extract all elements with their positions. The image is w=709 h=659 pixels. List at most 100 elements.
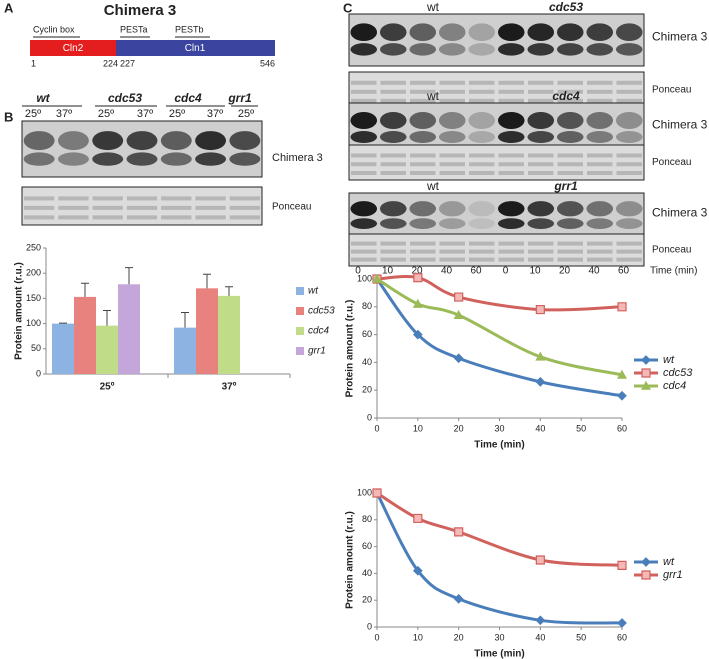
band (160, 152, 192, 166)
x-tick-label: 50 (576, 632, 586, 642)
y-tick-label: 60 (362, 541, 372, 551)
band (586, 218, 614, 230)
marker (617, 618, 627, 628)
band (126, 152, 158, 166)
band (351, 241, 377, 246)
band (587, 98, 613, 103)
band (160, 131, 192, 151)
band (229, 215, 260, 220)
band (587, 171, 613, 175)
x-axis-label: Time (min) (474, 440, 524, 451)
time-label: 40 (588, 266, 600, 277)
band (468, 43, 496, 56)
strain-label: cdc53 (549, 0, 583, 14)
band (380, 162, 406, 167)
marker (413, 513, 423, 524)
band (24, 205, 55, 210)
marker (535, 351, 546, 361)
band (409, 218, 437, 230)
band (439, 257, 465, 262)
error-bar (225, 286, 233, 296)
band (528, 162, 554, 167)
y-tick-label: 250 (26, 242, 41, 252)
legend-swatch (296, 307, 304, 315)
strain-label: grr1 (227, 91, 252, 105)
legend-marker (641, 355, 651, 365)
band (439, 171, 465, 175)
band (92, 131, 124, 151)
legend-label: wt (663, 354, 675, 366)
x-tick-label: 25º (100, 382, 115, 393)
band (410, 153, 436, 158)
band (350, 112, 378, 129)
band (380, 98, 406, 103)
y-tick-label: 0 (36, 368, 41, 378)
band (468, 112, 496, 129)
band (616, 98, 642, 103)
temperature-label: 25º (98, 108, 114, 120)
band (350, 43, 378, 56)
band (615, 218, 643, 230)
band (497, 131, 525, 143)
band (439, 153, 465, 158)
band (23, 152, 55, 166)
line (376, 491, 623, 567)
band (468, 201, 496, 217)
band (616, 257, 642, 262)
band (468, 23, 496, 42)
band (469, 241, 495, 246)
strain-label: wt (426, 0, 440, 14)
band (497, 201, 525, 217)
marker (371, 273, 383, 283)
x-axis-label: Time (min) (474, 649, 524, 659)
band (498, 249, 524, 254)
band (557, 89, 583, 94)
band-label: Ponceau (272, 202, 311, 213)
x-tick-label: 10 (413, 423, 423, 433)
x-tick-label: 37º (222, 382, 237, 393)
temperature-label: 25º (238, 108, 254, 120)
band (350, 218, 378, 230)
band (556, 23, 584, 42)
marker (535, 304, 545, 315)
legend-label: wt (663, 556, 675, 568)
temperature-label: 37º (137, 108, 153, 120)
band (586, 112, 614, 129)
band-label: Chimera 3 (272, 152, 323, 164)
marker (412, 329, 423, 340)
time-label: 0 (355, 266, 361, 277)
band (469, 80, 495, 85)
band (161, 196, 192, 201)
panel-label: B (4, 109, 13, 124)
band (586, 23, 614, 42)
y-tick-label: 150 (26, 293, 41, 303)
marker (412, 298, 423, 308)
error-bar (59, 322, 67, 324)
band (439, 249, 465, 254)
y-tick-label: 100 (26, 318, 41, 328)
time-label: 40 (441, 266, 453, 277)
band (92, 152, 124, 166)
bar (174, 327, 196, 374)
marker (617, 390, 627, 401)
x-tick-label: 10 (413, 632, 423, 642)
band (587, 89, 613, 94)
band (410, 89, 436, 94)
band (380, 249, 406, 254)
band (58, 215, 89, 220)
band (616, 153, 642, 158)
x-tick-label: 30 (494, 423, 504, 433)
band (351, 171, 377, 175)
legend-label: cdc53 (308, 306, 335, 317)
y-axis-label: Protein amount (r.u.) (345, 511, 356, 609)
legend-swatch (296, 347, 304, 355)
band (557, 80, 583, 85)
band (527, 131, 555, 143)
band (409, 201, 437, 217)
band (557, 153, 583, 158)
band (92, 215, 123, 220)
strain-label: wt (36, 91, 50, 105)
band (468, 218, 496, 230)
legend-marker (641, 368, 651, 378)
y-tick-label: 0 (367, 621, 372, 631)
